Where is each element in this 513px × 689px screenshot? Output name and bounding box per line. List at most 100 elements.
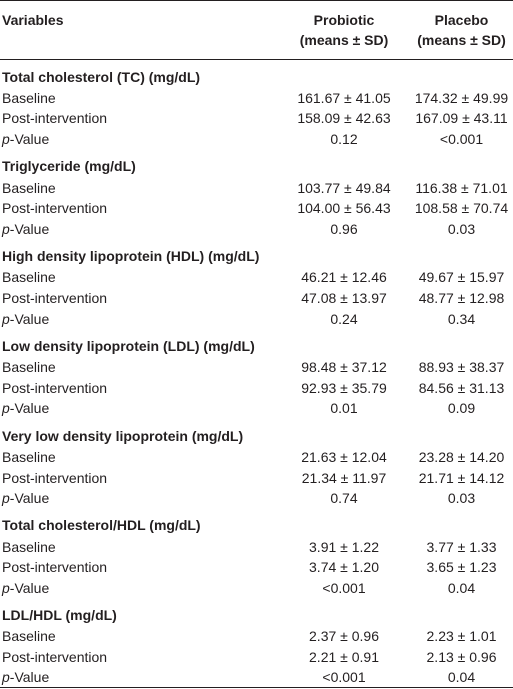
- cell-value: 0.12: [330, 130, 358, 147]
- section-title: Total cholesterol (TC) (mg/dL): [2, 68, 201, 85]
- data-row: Post-intervention 21.34 ± 11.97 21.71 ± 14…: [0, 467, 513, 488]
- cell-value: 88.93 ± 38.37: [418, 359, 505, 376]
- cell-value: 47.08 ± 13.97: [301, 289, 387, 306]
- data-row: p-Value 0.12 <0.001: [0, 129, 513, 150]
- cell-value: 0.96: [330, 220, 358, 237]
- cell-value: 0.24: [330, 310, 358, 327]
- cell-value: 2.13 ± 0.96: [426, 649, 497, 666]
- data-row: p-Value 0.74 0.03: [0, 488, 513, 509]
- row-label: Post-intervention: [2, 559, 108, 576]
- section-row: LDL/HDL (mg/dL): [0, 598, 513, 626]
- cell-value: 0.03: [447, 490, 476, 507]
- cell-value: 48.77 ± 12.98: [418, 289, 505, 306]
- column-header: Variables: [0, 1, 278, 60]
- column-header: Probiotic (means ± SD): [278, 1, 410, 60]
- section-title: Total cholesterol/HDL (mg/dL): [2, 517, 201, 534]
- row-label: p-Value: [2, 669, 50, 686]
- data-row: Baseline 3.91 ± 1.22 3.77 ± 1.33: [0, 536, 513, 557]
- row-label: p-Value: [2, 130, 50, 147]
- data-row: Baseline 98.48 ± 37.12 88.93 ± 38.37: [0, 357, 513, 378]
- cell-value: 0.01: [330, 400, 358, 417]
- cell-value: 0.04: [447, 669, 476, 686]
- header-line: (means ± SD): [417, 32, 506, 48]
- cell-value: 2.23 ± 1.01: [426, 628, 497, 645]
- data-row: Post-intervention 158.09 ± 42.63 167.09 ± …: [0, 108, 513, 129]
- header-line: Placebo: [434, 12, 489, 28]
- row-label: p-Value: [2, 310, 50, 327]
- data-row: Baseline 103.77 ± 49.84 116.38 ± 71.01: [0, 177, 513, 198]
- row-label: Baseline: [2, 359, 56, 376]
- data-row: Baseline 21.63 ± 12.04 23.28 ± 14.20: [0, 447, 513, 468]
- data-row: Baseline 2.37 ± 0.96 2.23 ± 1.01: [0, 626, 513, 647]
- row-label: Post-intervention: [2, 200, 108, 217]
- row-label: p-Value: [2, 579, 50, 596]
- header-row: Variables Probiotic (means ± SD) Placebo (me…: [0, 0, 513, 60]
- cell-value: 167.09 ± 43.11: [415, 110, 508, 127]
- data-row: p-Value 0.01 0.09: [0, 398, 513, 419]
- section-title: High density lipoprotein (HDL) (mg/dL): [2, 248, 260, 265]
- row-label: Baseline: [2, 269, 56, 286]
- section-title: Very low density lipoprotein (mg/dL): [2, 427, 244, 444]
- cell-value: 3.65 ± 1.23: [426, 559, 497, 576]
- header-line: Variables: [2, 12, 64, 28]
- data-row: p-Value 0.96 0.03: [0, 218, 513, 239]
- cell-value: 161.67 ± 41.05: [297, 89, 391, 106]
- row-label: Post-intervention: [2, 649, 108, 666]
- cell-value: 46.21 ± 12.46: [301, 269, 387, 286]
- row-label: p-Value: [2, 220, 50, 237]
- cell-value: 0.04: [447, 579, 476, 596]
- header-line: (means ± SD): [299, 32, 389, 48]
- cell-value: 116.38 ± 71.01: [415, 179, 508, 196]
- section-row: Triglyceride (mg/dL): [0, 149, 513, 177]
- data-row: Post-intervention 2.21 ± 0.91 2.13 ± 0.96: [0, 647, 513, 668]
- data-row: p-Value 0.24 0.34: [0, 308, 513, 329]
- cell-value: 2.37 ± 0.96: [309, 628, 379, 645]
- row-label: Post-intervention: [2, 469, 108, 486]
- data-row: p-Value <0.001 0.04: [0, 667, 513, 688]
- data-row: Baseline 46.21 ± 12.46 49.67 ± 15.97: [0, 267, 513, 288]
- row-label: Post-intervention: [2, 289, 108, 306]
- section-title: Triglyceride (mg/dL): [2, 158, 136, 175]
- data-row: Post-intervention 92.93 ± 35.79 84.56 ± 31…: [0, 377, 513, 398]
- cell-value: <0.001: [439, 130, 484, 147]
- table-header: Variables Probiotic (means ± SD) Placebo (me…: [0, 0, 513, 60]
- cell-value: 21.34 ± 11.97: [301, 469, 387, 486]
- cell-value: 104.00 ± 56.43: [297, 200, 391, 217]
- cell-value: 3.74 ± 1.20: [309, 559, 379, 576]
- cell-value: 0.34: [447, 310, 476, 327]
- cell-value: 0.09: [447, 400, 476, 417]
- data-row: Post-intervention 47.08 ± 13.97 48.77 ± 12…: [0, 288, 513, 309]
- data-row: Baseline 161.67 ± 41.05 174.32 ± 49.99: [0, 88, 513, 109]
- cell-value: 23.28 ± 14.20: [418, 448, 505, 465]
- data-row: p-Value <0.001 0.04: [0, 578, 513, 599]
- data-row: Post-intervention 104.00 ± 56.43 108.58 ± …: [0, 198, 513, 219]
- section-row: Low density lipoprotein (LDL) (mg/dL): [0, 329, 513, 357]
- section-row: Total cholesterol/HDL (mg/dL): [0, 508, 513, 536]
- cell-value: 158.09 ± 42.63: [297, 110, 391, 127]
- cell-value: 84.56 ± 31.13: [418, 379, 505, 396]
- row-label: Post-intervention: [2, 110, 108, 127]
- cell-value: 49.67 ± 15.97: [418, 269, 505, 286]
- cell-value: 3.77 ± 1.33: [426, 538, 497, 555]
- cell-value: 0.74: [330, 490, 358, 507]
- section-row: High density lipoprotein (HDL) (mg/dL): [0, 239, 513, 267]
- cell-value: <0.001: [322, 669, 366, 686]
- cell-value: 21.71 ± 14.12: [418, 469, 505, 486]
- cell-value: 103.77 ± 49.84: [297, 179, 391, 196]
- cell-value: 98.48 ± 37.12: [301, 359, 387, 376]
- header-line: Probiotic: [313, 12, 375, 28]
- section-row: Total cholesterol (TC) (mg/dL): [0, 60, 513, 88]
- row-label: Post-intervention: [2, 379, 108, 396]
- cell-value: 174.32 ± 49.99: [414, 89, 509, 106]
- section-title: Low density lipoprotein (LDL) (mg/dL): [2, 337, 255, 354]
- cell-value: 92.93 ± 35.79: [301, 379, 387, 396]
- row-label: Baseline: [2, 179, 56, 196]
- section-title: LDL/HDL (mg/dL): [2, 607, 117, 624]
- cell-value: 21.63 ± 12.04: [301, 448, 387, 465]
- row-label: p-Value: [2, 490, 50, 507]
- column-header: Placebo (means ± SD): [410, 1, 513, 60]
- cell-value: 0.03: [447, 220, 476, 237]
- cell-value: 3.91 ± 1.22: [309, 538, 379, 555]
